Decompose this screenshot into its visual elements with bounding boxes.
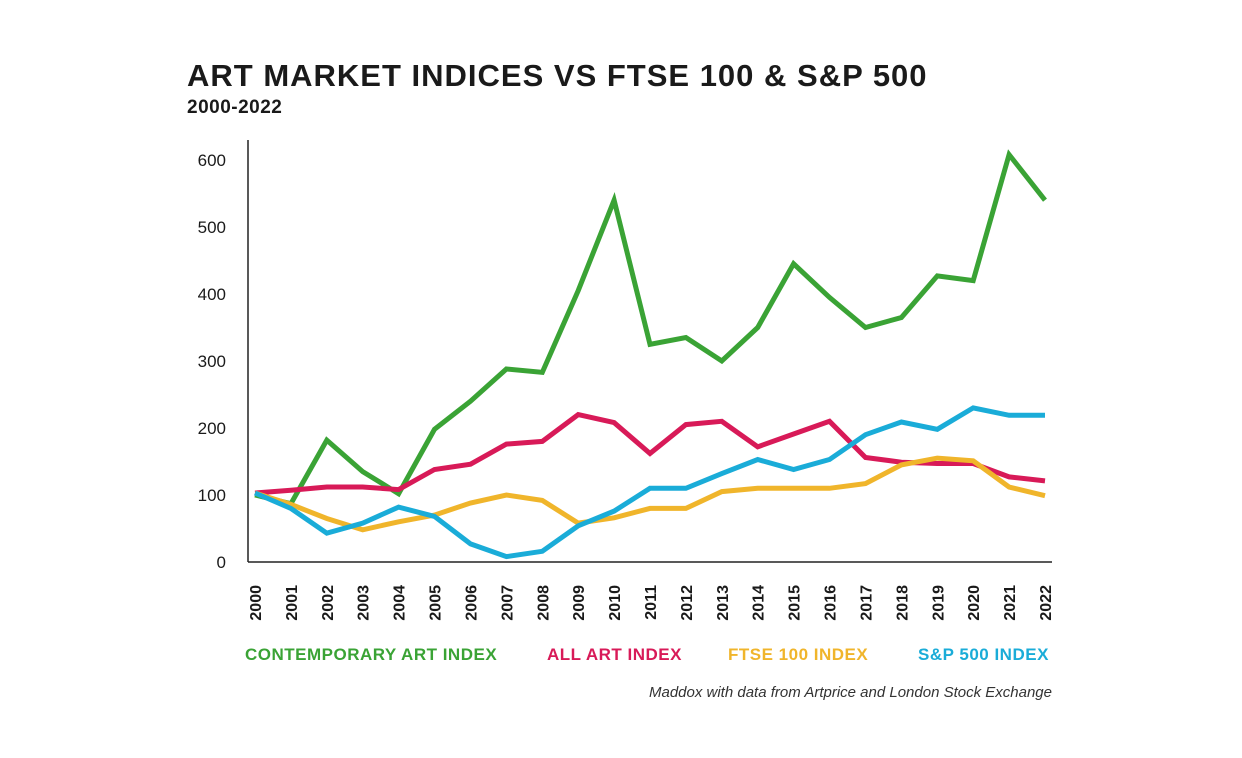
series-line-s-p-500-index [254,405,1045,560]
x-tick-label: 2012 [679,585,696,621]
y-tick-label: 500 [198,218,226,237]
x-tick-label: 2005 [428,585,445,621]
x-tick-label: 2019 [930,585,947,621]
x-tick-label: 2015 [787,585,804,621]
y-tick-label: 0 [217,553,226,572]
legend-sp-500-index: S&P 500 INDEX [918,645,1049,664]
y-tick-label: 200 [198,419,226,438]
series-lines [254,149,1047,560]
axes [247,140,1052,563]
x-tick-label: 2011 [643,585,660,620]
x-tick-label: 2004 [392,585,409,621]
chart-title: ART MARKET INDICES VS FTSE 100 & S&P 500 [187,58,928,93]
x-tick-label: 2009 [571,585,588,621]
x-tick-label: 2006 [463,585,480,621]
legend-all-art-index: ALL ART INDEX [547,645,682,664]
x-tick-label: 2003 [356,585,373,621]
legend-contemporary-art-index: CONTEMPORARY ART INDEX [245,645,498,664]
x-tick-label: 2021 [1002,585,1019,621]
x-tick-label: 2013 [715,585,732,621]
y-tick-label: 300 [198,352,226,371]
x-tick-label: 2018 [894,585,911,621]
x-tick-label: 2002 [320,585,337,621]
y-tick-label: 600 [198,151,226,170]
y-tick-label: 400 [198,285,226,304]
x-tick-label: 2020 [966,585,983,621]
x-tick-label: 2022 [1038,585,1055,621]
source-note: Maddox with data from Artprice and Londo… [648,684,1052,701]
y-tick-label: 100 [198,486,226,505]
x-tick-label: 2014 [751,585,768,621]
y-tick-labels: 0 100 200 300 400 500 600 [198,151,226,572]
x-tick-label: 2017 [858,585,875,621]
x-tick-label: 2010 [607,585,624,621]
x-tick-labels: 2000 2001 2002 2003 2004 2005 2006 2007 2008 2009… [248,585,1055,621]
x-tick-label: 2016 [823,585,840,621]
chart-subtitle: 2000-2022 [187,97,283,118]
x-tick-label: 2000 [248,585,265,621]
legend-ftse-100-index: FTSE 100 INDEX [728,645,869,664]
x-tick-label: 2008 [535,585,552,621]
x-tick-label: 2007 [499,585,516,621]
series-line-ftse-100-index [254,455,1046,533]
x-tick-label: 2001 [284,585,301,621]
